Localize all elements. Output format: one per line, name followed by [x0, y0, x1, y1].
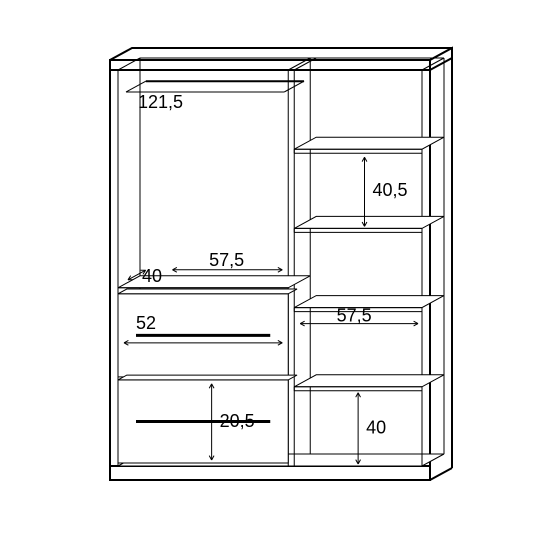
- dim-left-depth: 40: [142, 266, 162, 286]
- dim-left-width: 57,5: [209, 250, 244, 270]
- dim-drawer-width: 52: [136, 313, 156, 333]
- dim-right-shelf-spacing: 40,5: [373, 180, 408, 200]
- dim-hanging-height: 121,5: [138, 92, 183, 112]
- dim-bottom-right-height: 40: [366, 417, 386, 437]
- dim-drawer-height: 20,5: [220, 411, 255, 431]
- wardrobe-diagram: 121,5 40 57,5 40,5 57,5 52 20,5 40: [0, 0, 550, 550]
- dim-right-width: 57,5: [337, 306, 372, 326]
